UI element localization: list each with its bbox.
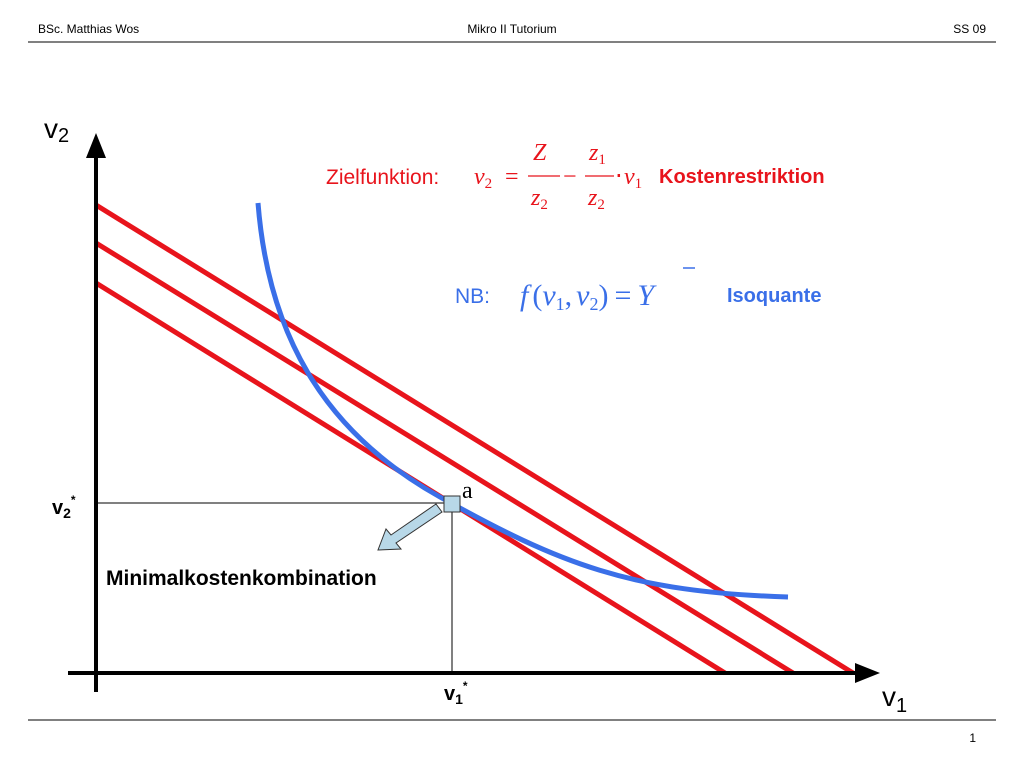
x-arrow [855, 663, 880, 683]
x-axis-label: v1 [882, 681, 907, 717]
sub: 2 [597, 197, 605, 213]
cost-line [94, 202, 855, 676]
objective-name: Kostenrestriktion [659, 166, 825, 188]
var: v [474, 164, 485, 190]
label-base: v [52, 497, 64, 519]
paren: ( [532, 279, 542, 312]
sub: 1 [635, 176, 643, 192]
optimum-box [443, 495, 461, 513]
sub: 1 [556, 294, 565, 314]
header-right: SS 09 [953, 22, 986, 36]
header-left: BSc. Matthias Wos [38, 22, 139, 36]
rhs: Y [637, 279, 657, 312]
label-sub: 2 [58, 125, 69, 147]
constraint-name: Isoquante [727, 285, 821, 307]
lhs: v2 [474, 164, 492, 192]
eq: = [615, 279, 632, 312]
annotation: Minimalkostenkombination [106, 567, 377, 590]
var: z [530, 185, 541, 211]
label-sub: 2 [63, 505, 71, 521]
pointer-arrow [377, 503, 443, 551]
objective: Zielfunktion: v2 = Z z2 − z1 z2 ⋅ v1 Kos… [326, 140, 825, 213]
page-number: 1 [969, 731, 976, 745]
constraint: NB: f (v1, v2) = Y Isoquante [455, 267, 821, 314]
comma: , [565, 279, 573, 312]
frac2-den: z2 [587, 185, 605, 213]
label-sup: * [71, 493, 76, 507]
dot: ⋅ [615, 164, 623, 190]
sub: 2 [485, 176, 493, 192]
v2-star: v2* [52, 493, 76, 521]
eq: = [505, 164, 519, 190]
frac1-den: z2 [530, 185, 548, 213]
label-sub: 1 [455, 691, 463, 707]
cost-line [94, 240, 795, 676]
var: v [624, 164, 635, 190]
point-label: a [462, 478, 473, 504]
minus: − [563, 164, 577, 190]
header-center: Mikro II Tutorium [467, 22, 556, 36]
sub: 1 [598, 152, 606, 168]
func: f [520, 279, 532, 312]
label-base: v [882, 681, 896, 712]
rhs: v1 [624, 164, 642, 192]
sub: 2 [590, 294, 599, 314]
y-axis-label: v2 [44, 113, 69, 147]
cost-lines [94, 202, 855, 676]
label-base: v [444, 683, 456, 705]
var: v [576, 279, 590, 312]
v1-star: v1* [444, 679, 468, 707]
frac2-num: z1 [588, 140, 606, 168]
header: BSc. Matthias Wos Mikro II Tutorium SS 0… [28, 22, 996, 43]
label-sup: * [463, 679, 468, 693]
y-arrow [86, 133, 106, 158]
objective-label: Zielfunktion: [326, 166, 439, 189]
sub: 2 [540, 197, 548, 213]
var: v [542, 279, 556, 312]
frac1-num: Z [533, 140, 547, 166]
constraint-label: NB: [455, 285, 490, 308]
isoquant [255, 202, 789, 600]
var: z [587, 185, 598, 211]
label-sub: 1 [896, 695, 907, 717]
var: z [588, 140, 599, 166]
label-base: v [44, 113, 58, 144]
paren: ) [599, 279, 609, 312]
constraint-formula: f (v1, v2) = Y [520, 279, 657, 314]
